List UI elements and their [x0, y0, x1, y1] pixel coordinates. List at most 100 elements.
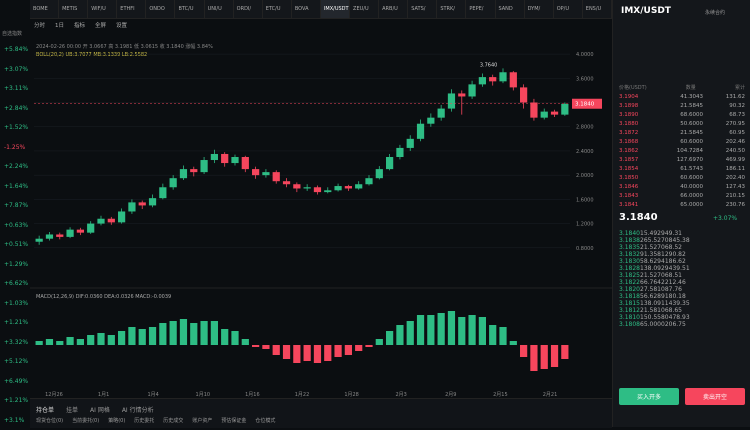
ob-col: 累计	[735, 84, 745, 91]
watch-change: +0.63%	[0, 216, 30, 236]
symbol-tab[interactable]: ZEU/U	[350, 0, 379, 18]
symbol-tab[interactable]: WIF/U	[88, 0, 117, 18]
candle-body	[283, 181, 290, 184]
candle-body	[345, 186, 352, 188]
bottom-subtab[interactable]: 账户资产	[192, 417, 212, 424]
ob-cell: 3.1812	[619, 307, 640, 314]
macd-bar	[46, 339, 53, 345]
watch-change: +2.24%	[0, 157, 30, 177]
bottom-subtab[interactable]: 仓位模式	[255, 417, 275, 424]
symbol-tab[interactable]: STRK/	[437, 0, 466, 18]
watch-change: -1.25%	[0, 138, 30, 158]
candle-body	[190, 169, 197, 172]
y-tick-label: 2.8000	[576, 125, 594, 131]
macd-bar	[159, 323, 166, 345]
candle-body	[221, 154, 228, 163]
symbol-tab[interactable]: ETHFI	[117, 0, 146, 18]
tool-button[interactable]: 全屏	[95, 21, 106, 29]
macd-bar	[530, 345, 537, 371]
candle-body	[128, 202, 135, 211]
candle-body	[180, 169, 187, 178]
ob-cell: 60.6000	[661, 174, 703, 183]
ob-cell: 138.0929	[640, 265, 669, 272]
orderbook-header: 价格(USDT)数量累计	[619, 84, 745, 91]
bottom-tab[interactable]: AI 网格	[90, 407, 110, 414]
y-tick-label: 1.2000	[576, 222, 594, 228]
symbol-tab[interactable]: UNI/U	[205, 0, 234, 18]
ob-cell: 265.5270	[640, 237, 669, 244]
symbol-tab[interactable]: IMX/USDT	[321, 0, 350, 18]
bottom-tab[interactable]: 持仓单	[36, 407, 54, 414]
ob-cell: 3.1840	[619, 230, 640, 237]
ob-cell: 91.3581	[640, 251, 665, 258]
tool-button[interactable]: 设置	[116, 21, 127, 29]
symbol-tab[interactable]: ONDO	[146, 0, 175, 18]
watch-change: +1.29%	[0, 255, 30, 275]
macd-bar	[242, 339, 249, 345]
tool-button[interactable]: 分时	[34, 21, 45, 29]
trade-button[interactable]: 买入开多	[619, 388, 679, 405]
price-change: +3.07%	[713, 215, 737, 222]
symbol-tab[interactable]: ENS/U	[583, 0, 612, 18]
symbol-tab[interactable]: ETC/U	[263, 0, 292, 18]
macd-bar	[170, 321, 177, 345]
ob-cell: 150.5580	[640, 314, 669, 321]
ob-row: 3.1838265.5270845.38	[619, 237, 745, 244]
candle-body	[273, 172, 280, 181]
ob-row: 3.181856.6289180.18	[619, 293, 745, 300]
ob-cell: 87.76	[665, 286, 682, 293]
candle-body	[149, 198, 156, 205]
candle-body	[334, 186, 341, 190]
ob-cell: 202.40	[703, 174, 745, 183]
macd-bar	[180, 319, 187, 345]
ob-col: 价格(USDT)	[619, 84, 647, 91]
pair-sub: 永续合约	[705, 9, 725, 16]
bottom-subtab[interactable]: 当前委托(0)	[72, 417, 99, 424]
ob-row: 3.182521.527068.51	[619, 272, 745, 279]
tool-button[interactable]: 1日	[55, 21, 64, 29]
symbol-tab[interactable]: DYM/	[525, 0, 554, 18]
y-tick-label: 1.6000	[576, 197, 594, 203]
ob-cell: 127.43	[703, 183, 745, 192]
macd-bar	[128, 327, 135, 345]
candle-body	[407, 139, 414, 148]
ob-cell: 90.32	[703, 102, 745, 111]
bottom-subtab[interactable]: 预估保证金	[221, 417, 246, 424]
bottom-subtab[interactable]: 历史成交	[163, 417, 183, 424]
ob-cell: 3.1862	[619, 147, 661, 156]
symbol-tab[interactable]: PEPE/	[466, 0, 495, 18]
macd-bar	[262, 345, 269, 349]
macd-bar	[345, 345, 352, 355]
symbol-tab[interactable]: BOME	[30, 0, 59, 18]
symbol-tab[interactable]: BOVA	[292, 0, 321, 18]
bottom-subtab[interactable]: 现货仓位(0)	[36, 417, 63, 424]
trade-button[interactable]: 卖出开空	[685, 388, 745, 405]
trade-buttons: 买入开多卖出开空	[619, 388, 745, 405]
symbol-tab[interactable]: BTC/U	[175, 0, 204, 18]
chart: 2024-02-26 00:00 开 3.0667 高 3.1981 低 3.0…	[30, 30, 612, 400]
symbol-tab[interactable]: METIS	[59, 0, 88, 18]
symbol-tab[interactable]: SATS/	[408, 0, 437, 18]
watch-change: +3.32%	[0, 333, 30, 353]
ob-cell: 3.1890	[619, 111, 661, 120]
ob-cell: 3.1880	[619, 120, 661, 129]
ob-cell: 21.5810	[640, 307, 665, 314]
ob-row: 3.184015.492949.31	[619, 230, 745, 237]
symbol-tab[interactable]: SAND	[496, 0, 525, 18]
symbol-tab[interactable]: OP/U	[554, 0, 583, 18]
tool-button[interactable]: 指标	[74, 21, 85, 29]
bottom-subtab[interactable]: 策略(0)	[108, 417, 125, 424]
bottom-subtab[interactable]: 历史委托	[134, 417, 154, 424]
ob-cell: 3.1828	[619, 265, 640, 272]
symbol-tab[interactable]: ORDI/	[234, 0, 263, 18]
ob-cell: 40.0000	[661, 183, 703, 192]
candle-body	[252, 169, 259, 175]
bottom-tab[interactable]: 挂单	[66, 407, 78, 414]
ob-row: 3.182027.581087.76	[619, 286, 745, 293]
bottom-tab[interactable]: AI 行情分析	[122, 407, 154, 414]
symbol-tab[interactable]: ARB/U	[379, 0, 408, 18]
